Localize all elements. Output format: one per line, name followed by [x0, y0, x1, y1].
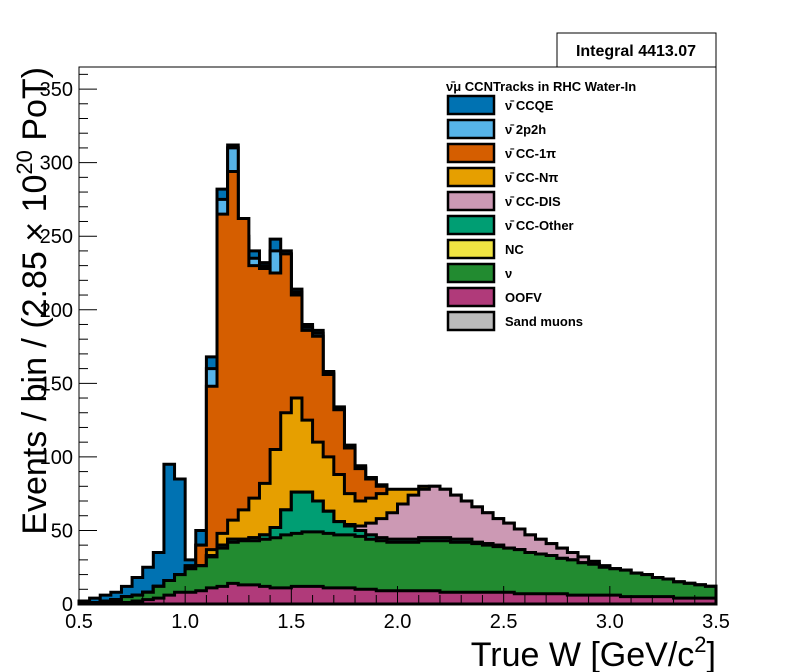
legend-label: ν	[505, 266, 512, 281]
legend-label: ν̄ CC-Nπ	[505, 170, 558, 185]
legend-label: ν̄ CC-Other	[505, 218, 574, 233]
y-tick-label: 50	[51, 520, 73, 542]
legend-swatch	[446, 142, 496, 164]
integral-box: Integral 4413.07	[556, 32, 717, 68]
x-tick-label: 1.0	[171, 611, 199, 633]
x-tick-label: 1.5	[277, 611, 305, 633]
x-tick-label: 2.0	[384, 611, 412, 633]
legend: ν̄μ CCNTracks in RHC Water-In ν̄ CCQE ν̄ …	[446, 79, 636, 332]
y-axis: 0 50 100 150 200 250 300 350	[40, 73, 97, 616]
legend-label: ν̄ CC-1π	[505, 146, 556, 161]
x-axis-title: True W [GeV/c2]	[471, 632, 716, 672]
y-tick-label: 150	[40, 373, 73, 395]
x-axis: 0.5 1.0 1.5 2.0 2.5 3.0 3.5	[65, 586, 730, 633]
legend-swatch	[446, 190, 496, 212]
legend-swatch	[446, 286, 496, 308]
y-tick-label: 0	[62, 594, 73, 616]
legend-label: NC	[505, 242, 524, 257]
legend-title: ν̄μ CCNTracks in RHC Water-In	[446, 79, 636, 94]
x-tick-label: 0.5	[65, 611, 93, 633]
legend-swatch	[446, 166, 496, 188]
legend-swatch	[446, 310, 496, 332]
legend-swatch	[446, 118, 496, 140]
legend-label: OOFV	[505, 290, 542, 305]
integral-label: Integral 4413.07	[576, 43, 696, 60]
legend-swatch	[446, 262, 496, 284]
x-tick-label: 3.5	[702, 611, 730, 633]
y-tick-label: 200	[40, 300, 73, 322]
legend-label: ν̄ 2p2h	[505, 122, 546, 137]
y-axis-title: Events / bin / (2.85 × 1020 PoT)	[12, 67, 54, 535]
x-tick-label: 3.0	[596, 611, 624, 633]
legend-label: ν̄ CCQE	[505, 98, 554, 113]
legend-swatch	[446, 214, 496, 236]
y-tick-label: 250	[40, 226, 73, 248]
x-tick-label: 2.5	[490, 611, 518, 633]
y-tick-label: 300	[40, 153, 73, 175]
y-tick-label: 350	[40, 79, 73, 101]
y-tick-label: 100	[40, 447, 73, 469]
stacked-histograms	[77, 143, 718, 606]
legend-swatch	[446, 238, 496, 260]
legend-label: Sand muons	[505, 314, 583, 329]
legend-label: ν̄ CC-DIS	[505, 194, 561, 209]
legend-swatch	[446, 94, 496, 116]
